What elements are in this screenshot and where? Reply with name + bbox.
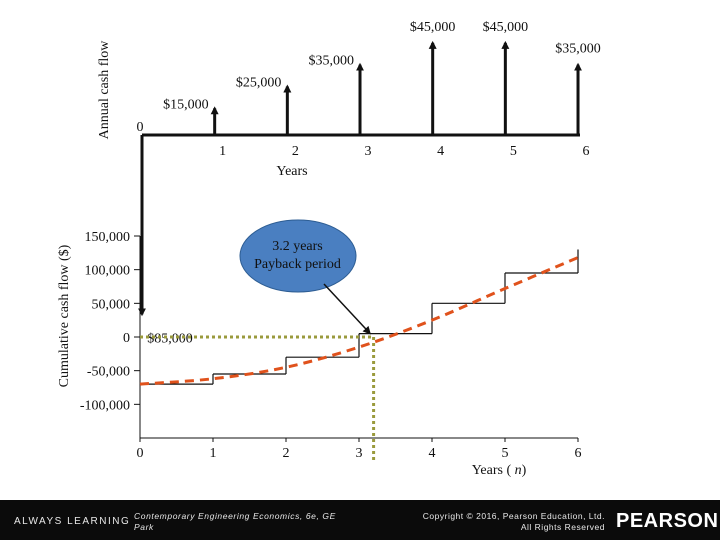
cumulative-y-tick-label-5: -100,000 bbox=[80, 398, 130, 413]
cumulative-dashed-curve bbox=[139, 256, 579, 386]
cumulative-x-tick-label-6: 6 bbox=[575, 446, 582, 461]
top-y-axis-label: Annual cash flow bbox=[97, 40, 112, 140]
cumulative-y-tick-label-4: -50,000 bbox=[87, 365, 130, 380]
payback-label-text: Payback period bbox=[254, 257, 341, 272]
cumulative-axes: 150,000 100,000 50,000 0 -50,000 -100,000 0 1 2 3… bbox=[80, 230, 582, 461]
footer-book-title: Contemporary Engineering Economics, 6e, … bbox=[134, 511, 374, 533]
cash-flow-tick-label-6: 6 bbox=[583, 144, 590, 159]
top-x-axis-label: Years bbox=[276, 164, 307, 179]
footer-copyright: Copyright © 2016, Pearson Education, Ltd… bbox=[400, 511, 605, 533]
x-axis-variable-n: n bbox=[515, 463, 522, 478]
cash-flow-value-label-5: $45,000 bbox=[483, 20, 529, 35]
cash-flow-value-label-6: $35,000 bbox=[555, 42, 601, 57]
cumulative-x-tick-label-2: 2 bbox=[283, 446, 290, 461]
cash-flow-value-label-1: $15,000 bbox=[163, 97, 209, 112]
cash-flow-tick-label-3: 3 bbox=[365, 144, 372, 159]
cash-flow-tick-label-5: 5 bbox=[510, 144, 517, 159]
cumulative-y-tick-label-1: 100,000 bbox=[85, 264, 131, 279]
footer-copyright-line2: All Rights Reserved bbox=[520, 522, 605, 532]
footer-tagline: ALWAYS LEARNING bbox=[14, 516, 131, 527]
cash-flow-value-label-2: $25,000 bbox=[236, 76, 282, 91]
payback-guides bbox=[140, 335, 376, 462]
cumulative-x-tick-label-1: 1 bbox=[210, 446, 217, 461]
payback-bubble bbox=[239, 219, 357, 293]
payback-label-years: 3.2 years bbox=[272, 239, 323, 254]
cash-flow-tick-label-1: 1 bbox=[219, 144, 226, 159]
cash-flow-value-label-0: $85,000 bbox=[147, 331, 193, 346]
footer-book-line1: Contemporary Engineering Economics, 6e, … bbox=[134, 511, 336, 521]
footer-bar: ALWAYS LEARNING Contemporary Engineering… bbox=[0, 500, 720, 540]
cumulative-x-tick-label-0: 0 bbox=[137, 446, 144, 461]
payback-label: 3.2 years Payback period bbox=[240, 221, 355, 291]
cumulative-x-tick-label-4: 4 bbox=[429, 446, 436, 461]
cash-flow-tick-label-2: 2 bbox=[292, 144, 299, 159]
cash-flow-value-label-3: $35,000 bbox=[309, 54, 355, 69]
payback-arrow bbox=[323, 283, 371, 335]
payback-chart: Annual cash flow $85,000 0 $15,000 1 $25,000… bbox=[57, 20, 601, 478]
cumulative-step-series bbox=[140, 249, 579, 385]
cumulative-x-tick-label-5: 5 bbox=[502, 446, 509, 461]
pearson-logo: PEARSON bbox=[616, 510, 719, 532]
footer-copyright-line1: Copyright © 2016, Pearson Education, Ltd… bbox=[422, 511, 605, 521]
footer-book-line2: Park bbox=[134, 522, 154, 532]
cash-flow-arrows: $85,000 0 $15,000 1 $25,000 2 $35,000 3 $45,000 4… bbox=[137, 20, 601, 346]
cumulative-y-tick-label-3: 0 bbox=[123, 331, 130, 346]
bottom-y-axis-label: Cumulative cash flow ($) bbox=[57, 244, 72, 387]
cash-flow-tick-label-0: 0 bbox=[137, 120, 144, 135]
cash-flow-value-label-4: $45,000 bbox=[410, 20, 456, 35]
cumulative-y-tick-label-0: 150,000 bbox=[85, 230, 131, 245]
x-axis-label-close: ) bbox=[522, 463, 527, 478]
cumulative-y-tick-label-2: 50,000 bbox=[92, 297, 131, 312]
cash-flow-tick-label-4: 4 bbox=[437, 144, 444, 159]
cash-flow-diagram: Annual cash flow $85,000 0 $15,000 1 $25,000… bbox=[97, 20, 601, 346]
cumulative-chart: Cumulative cash flow ($) 150,000100,0005… bbox=[57, 219, 582, 478]
bottom-x-axis-label: Years ( n) bbox=[472, 463, 527, 478]
cumulative-x-tick-label-3: 3 bbox=[356, 446, 363, 461]
